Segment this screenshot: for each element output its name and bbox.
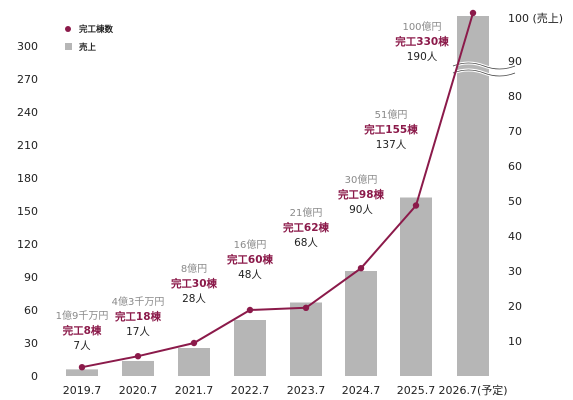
units-line-series bbox=[78, 9, 477, 371]
x-tick-label: 2026.7(予定) bbox=[438, 383, 507, 397]
left-axis: 0 30 60 90 120 150 180 210 240 270 300 bbox=[17, 40, 38, 383]
x-tick-label: 2020.7 bbox=[119, 384, 158, 397]
people-label: 48人 bbox=[238, 269, 262, 281]
people-label: 68人 bbox=[294, 237, 318, 249]
left-tick-label: 240 bbox=[17, 106, 38, 119]
x-axis: 2019.7 2020.7 2021.7 2022.7 2023.7 2024.7 2025… bbox=[63, 383, 508, 397]
left-tick-label: 300 bbox=[17, 40, 38, 53]
revenue-bars bbox=[66, 16, 489, 376]
revenue-label: 16億円 bbox=[234, 238, 267, 251]
left-tick-label: 90 bbox=[24, 271, 38, 284]
revenue-bar bbox=[345, 271, 377, 376]
x-tick-label: 2025.7 bbox=[397, 384, 436, 397]
x-tick-label: 2019.7 bbox=[63, 384, 102, 397]
axis-break-line bbox=[452, 69, 516, 77]
units-line bbox=[81, 12, 474, 369]
right-axis-top-label: 100 (売上) bbox=[508, 12, 563, 25]
legend-bar-label: 売上 bbox=[78, 42, 97, 53]
left-tick-label: 60 bbox=[24, 304, 38, 317]
axis-break-mark bbox=[452, 61, 516, 78]
x-tick-label: 2023.7 bbox=[287, 384, 326, 397]
right-tick-label: 90 bbox=[508, 55, 522, 68]
revenue-bar bbox=[290, 302, 322, 376]
revenue-label: 21億円 bbox=[290, 206, 323, 219]
units-label: 完工155棟 bbox=[364, 123, 418, 136]
revenue-bar bbox=[122, 360, 154, 376]
right-tick-label: 10 bbox=[508, 335, 522, 348]
left-tick-label: 30 bbox=[24, 337, 38, 350]
left-tick-label: 150 bbox=[17, 205, 38, 218]
x-tick-label: 2024.7 bbox=[342, 384, 381, 397]
right-tick-label: 80 bbox=[508, 90, 522, 103]
people-label: 90人 bbox=[349, 204, 373, 216]
units-point bbox=[357, 265, 365, 272]
revenue-bar bbox=[66, 369, 98, 376]
right-tick-label: 50 bbox=[508, 195, 522, 208]
x-tick-label: 2021.7 bbox=[175, 384, 214, 397]
axis-break-line bbox=[452, 62, 516, 70]
right-axis: 10 20 30 40 50 60 70 80 90 bbox=[508, 55, 522, 348]
revenue-bar bbox=[178, 348, 210, 376]
revenue-label: 1億9千万円 bbox=[56, 309, 109, 322]
x-tick-label: 2022.7 bbox=[231, 384, 270, 397]
units-point bbox=[412, 202, 420, 209]
revenue-bar bbox=[234, 320, 266, 376]
revenue-label: 8億円 bbox=[181, 262, 207, 275]
right-tick-label: 70 bbox=[508, 125, 522, 138]
units-label: 完工30棟 bbox=[171, 277, 218, 290]
people-label: 190人 bbox=[407, 51, 438, 63]
units-point bbox=[190, 339, 198, 347]
left-tick-label: 210 bbox=[17, 139, 38, 152]
people-label: 28人 bbox=[182, 293, 206, 305]
legend-line-marker bbox=[65, 26, 71, 32]
units-point bbox=[78, 364, 86, 371]
people-label: 17人 bbox=[126, 326, 150, 338]
left-tick-label: 120 bbox=[17, 238, 38, 251]
right-tick-label: 40 bbox=[508, 230, 522, 243]
units-point bbox=[246, 306, 254, 314]
units-label: 完工62棟 bbox=[283, 221, 330, 234]
revenue-bar bbox=[457, 16, 489, 376]
legend-line-label: 完工棟数 bbox=[79, 24, 114, 35]
units-point bbox=[134, 353, 142, 360]
units-point bbox=[469, 9, 477, 17]
right-tick-label: 30 bbox=[508, 265, 522, 278]
units-label: 完工330棟 bbox=[395, 35, 449, 48]
revenue-bar bbox=[400, 197, 432, 376]
revenue-label: 100億円 bbox=[402, 20, 441, 33]
people-label: 137人 bbox=[376, 139, 407, 151]
revenue-label: 30億円 bbox=[345, 173, 378, 186]
units-point bbox=[302, 304, 310, 311]
units-label: 完工98棟 bbox=[338, 188, 385, 201]
left-tick-label: 180 bbox=[17, 172, 38, 185]
legend-bar-swatch bbox=[65, 43, 72, 50]
units-label: 完工60棟 bbox=[227, 253, 274, 266]
units-label: 完工8棟 bbox=[63, 324, 102, 337]
revenue-label: 51億円 bbox=[375, 108, 408, 121]
right-tick-label: 20 bbox=[508, 300, 522, 313]
legend: 完工棟数 売上 bbox=[65, 24, 114, 53]
units-label: 完工18棟 bbox=[115, 310, 162, 323]
people-label: 7人 bbox=[73, 340, 91, 352]
revenue-label: 4億3千万円 bbox=[112, 295, 165, 308]
left-tick-label: 270 bbox=[17, 73, 38, 86]
right-tick-label: 60 bbox=[508, 160, 522, 173]
left-tick-label: 0 bbox=[31, 370, 38, 383]
